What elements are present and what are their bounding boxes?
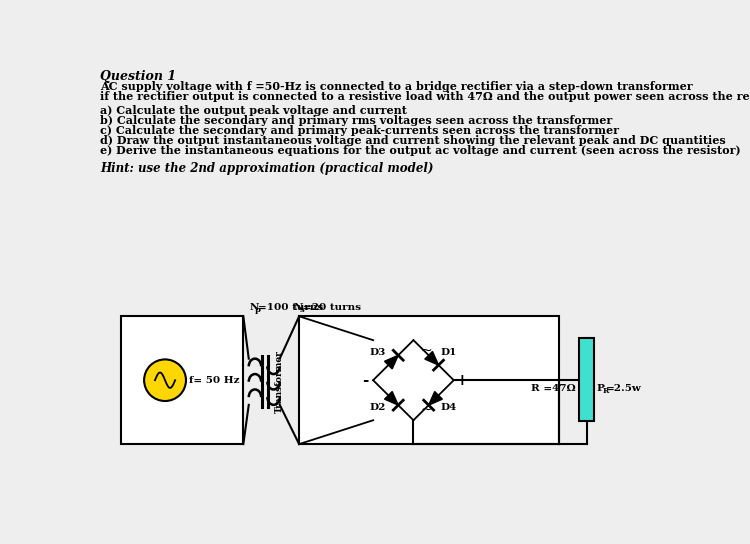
Text: D3: D3 xyxy=(370,348,386,357)
Text: ~: ~ xyxy=(420,403,432,417)
Text: c) Calculate the secondary and primary peak-currents seen across the transformer: c) Calculate the secondary and primary p… xyxy=(100,125,619,137)
Text: =20 turns: =20 turns xyxy=(304,302,362,312)
Text: R =47Ω: R =47Ω xyxy=(531,384,576,393)
Text: if the rectifier output is connected to a resistive load with 47Ω and the output: if the rectifier output is connected to … xyxy=(100,91,750,102)
Text: Question 1: Question 1 xyxy=(100,70,176,83)
Text: e) Derive the instantaneous equations for the output ac voltage and current (see: e) Derive the instantaneous equations fo… xyxy=(100,145,740,156)
Circle shape xyxy=(144,360,186,401)
Bar xyxy=(579,338,595,421)
Text: ~: ~ xyxy=(420,344,432,358)
Text: b) Calculate the secondary and primary rms voltages seen across the transformer: b) Calculate the secondary and primary r… xyxy=(100,115,612,126)
Text: =2.5w: =2.5w xyxy=(606,384,642,393)
Text: R: R xyxy=(602,387,608,395)
Text: AC supply voltage with f =50-Hz is connected to a bridge rectifier via a step-do: AC supply voltage with f =50-Hz is conne… xyxy=(100,82,692,92)
Text: f= 50 Hz: f= 50 Hz xyxy=(189,376,239,385)
Text: D1: D1 xyxy=(441,348,458,357)
Polygon shape xyxy=(385,355,398,369)
Text: d) Draw the output instantaneous voltage and current showing the relevant peak a: d) Draw the output instantaneous voltage… xyxy=(100,135,726,146)
Text: -: - xyxy=(362,373,368,388)
Bar xyxy=(299,316,559,444)
Text: a) Calculate the output peak voltage and current: a) Calculate the output peak voltage and… xyxy=(100,106,406,116)
Text: +: + xyxy=(455,373,468,388)
Polygon shape xyxy=(429,392,442,405)
Polygon shape xyxy=(424,351,439,365)
Text: s: s xyxy=(299,306,304,314)
Text: =100 turns: =100 turns xyxy=(259,302,324,312)
Text: N: N xyxy=(249,302,259,312)
Polygon shape xyxy=(385,392,398,405)
Bar xyxy=(121,316,243,444)
Text: p: p xyxy=(254,306,260,314)
Text: D4: D4 xyxy=(441,404,458,412)
Text: D2: D2 xyxy=(370,404,386,412)
Text: P: P xyxy=(597,384,604,393)
Text: Hint: use the 2nd approximation (practical model): Hint: use the 2nd approximation (practic… xyxy=(100,162,433,175)
Text: N: N xyxy=(294,302,304,312)
Text: Transformer: Transformer xyxy=(274,350,284,413)
